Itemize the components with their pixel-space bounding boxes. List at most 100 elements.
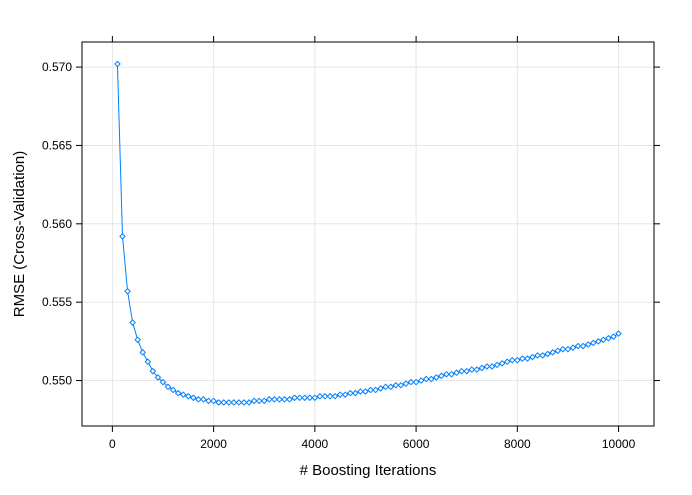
- data-point: [524, 355, 531, 362]
- data-point: [195, 396, 202, 403]
- data-point: [382, 383, 390, 391]
- x-tick-label: 2000: [200, 437, 227, 451]
- data-point: [493, 361, 501, 369]
- data-point: [220, 399, 228, 406]
- data-point: [564, 345, 572, 353]
- data-point: [326, 392, 334, 400]
- data-point: [549, 349, 557, 356]
- data-point: [402, 380, 410, 387]
- data-point: [529, 353, 536, 361]
- data-point: [544, 350, 552, 358]
- data-point: [589, 339, 597, 347]
- data-point: [331, 392, 339, 400]
- data-point: [296, 394, 303, 402]
- data-point: [114, 60, 121, 68]
- data-point: [422, 375, 430, 383]
- data-point: [190, 394, 197, 402]
- data-point: [438, 372, 445, 380]
- data-point: [468, 366, 476, 373]
- data-point: [417, 377, 425, 384]
- data-point: [311, 394, 319, 402]
- data-point: [503, 358, 511, 366]
- data-point: [205, 397, 212, 405]
- data-point: [200, 396, 207, 403]
- data-point: [559, 345, 567, 353]
- data-point: [488, 363, 496, 370]
- data-point: [397, 381, 405, 389]
- y-tick-label: 0.570: [42, 60, 72, 74]
- data-point: [149, 367, 157, 375]
- grid-layer: [82, 42, 654, 426]
- data-point: [265, 396, 273, 403]
- data-point: [453, 369, 460, 377]
- data-point: [584, 341, 592, 348]
- data-point: [362, 388, 369, 395]
- data-point: [276, 396, 283, 403]
- x-tick-label: 10000: [602, 437, 636, 451]
- data-point: [235, 399, 243, 406]
- data-point: [519, 355, 526, 362]
- x-tick-label: 8000: [504, 437, 531, 451]
- y-tick-label: 0.565: [42, 138, 72, 152]
- data-point: [443, 370, 450, 378]
- y-tick-label: 0.560: [42, 217, 72, 231]
- data-point: [554, 347, 562, 355]
- series-layer: [114, 60, 622, 406]
- data-point: [336, 391, 344, 398]
- data-point: [281, 396, 288, 403]
- plot-frame: [81, 41, 655, 427]
- data-point: [119, 233, 126, 240]
- data-point: [534, 352, 541, 359]
- data-point: [427, 375, 435, 383]
- series-line: [116, 63, 619, 403]
- data-point: [483, 363, 491, 370]
- data-point: [250, 397, 258, 405]
- data-point: [316, 392, 324, 400]
- data-point: [291, 394, 298, 402]
- data-point: [352, 389, 359, 397]
- data-point: [478, 364, 486, 372]
- data-point: [600, 336, 607, 344]
- data-point: [458, 367, 465, 375]
- data-point: [271, 396, 278, 403]
- data-point: [514, 356, 521, 364]
- data-point: [569, 344, 577, 351]
- data-point: [215, 399, 222, 406]
- data-point: [225, 399, 233, 406]
- data-point: [164, 383, 172, 391]
- data-point: [377, 385, 384, 392]
- data-point: [433, 374, 440, 381]
- data-point: [473, 366, 481, 373]
- data-point: [367, 386, 374, 394]
- data-point: [321, 392, 329, 400]
- data-point: [154, 374, 162, 381]
- data-point: [595, 338, 602, 345]
- y-tick-label: 0.555: [42, 295, 72, 309]
- data-point: [286, 396, 293, 403]
- data-point: [240, 399, 248, 406]
- ticks-layer: 0 2000 4000 6000 8000 10000 0.550 0.555 0.560 0.5…: [42, 36, 660, 451]
- data-point: [230, 399, 238, 406]
- x-tick-label: 4000: [301, 437, 328, 451]
- data-point: [412, 378, 420, 386]
- data-point: [407, 378, 415, 386]
- data-point: [159, 378, 167, 386]
- x-axis-title: # Boosting Iterations: [300, 462, 437, 479]
- data-point: [184, 392, 192, 400]
- y-tick-label: 0.550: [42, 374, 72, 388]
- x-tick-label: 6000: [403, 437, 430, 451]
- data-point: [574, 342, 582, 350]
- data-point: [306, 394, 314, 402]
- data-point: [463, 367, 471, 375]
- data-point: [579, 342, 587, 350]
- data-point: [124, 287, 131, 295]
- data-point: [210, 397, 217, 405]
- data-point: [610, 333, 617, 340]
- data-point: [245, 399, 253, 406]
- data-point: [615, 330, 622, 337]
- data-point: [134, 336, 141, 344]
- y-axis-title: RMSE (Cross-Validation): [11, 151, 28, 317]
- data-point: [508, 356, 516, 364]
- data-point: [392, 381, 400, 389]
